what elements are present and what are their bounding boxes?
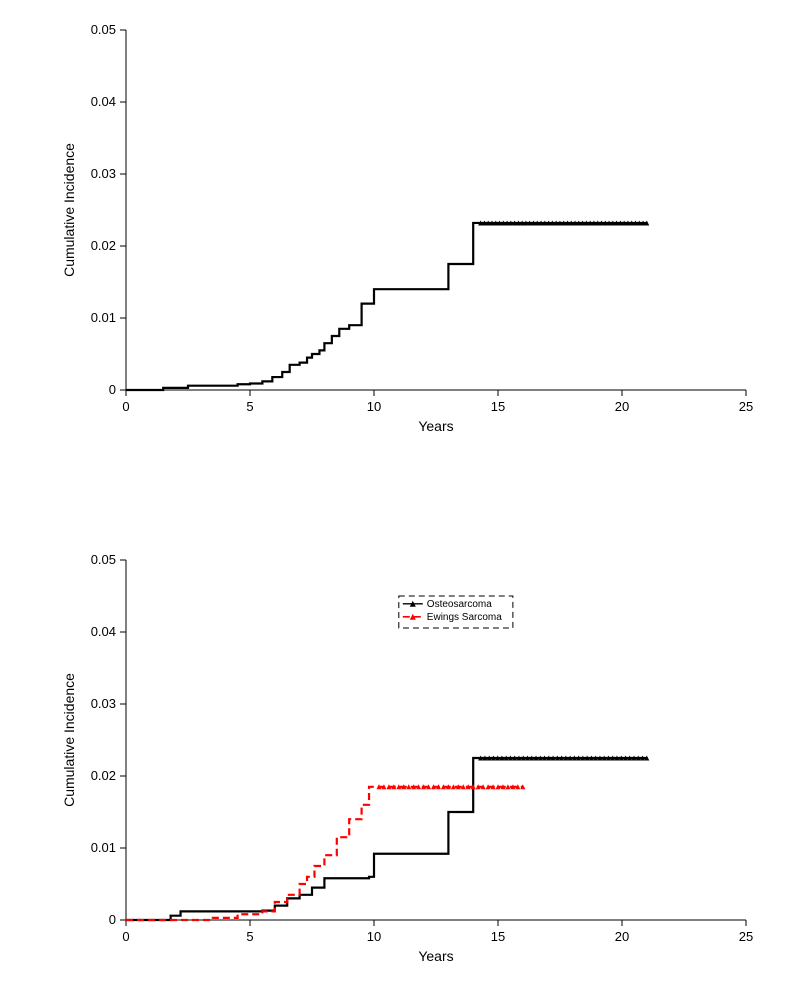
svg-text:15: 15 (491, 929, 505, 944)
legend-label: Ewings Sarcoma (427, 612, 502, 623)
svg-text:10: 10 (367, 929, 381, 944)
svg-text:20: 20 (615, 399, 629, 414)
svg-text:0.04: 0.04 (91, 624, 116, 639)
svg-text:0.01: 0.01 (91, 310, 116, 325)
svg-text:Years: Years (418, 948, 453, 964)
svg-text:0.05: 0.05 (91, 552, 116, 567)
svg-text:0.03: 0.03 (91, 696, 116, 711)
svg-text:0.05: 0.05 (91, 22, 116, 37)
svg-text:0.04: 0.04 (91, 94, 116, 109)
svg-text:10: 10 (367, 399, 381, 414)
svg-text:15: 15 (491, 399, 505, 414)
cumulative-incidence-chart-top: 0 5 10 15 20 25 Years 0 0.01 0.02 0.03 0.04 0.05 Cumu… (50, 10, 780, 440)
svg-text:0.02: 0.02 (91, 238, 116, 253)
page: { "layout": { "page_width": 800, "page_h… (0, 0, 800, 1003)
svg-text:0.03: 0.03 (91, 166, 116, 181)
svg-text:0: 0 (122, 929, 129, 944)
svg-text:25: 25 (739, 399, 753, 414)
svg-text:5: 5 (246, 929, 253, 944)
svg-text:0.01: 0.01 (91, 840, 116, 855)
svg-text:0: 0 (109, 382, 116, 397)
svg-text:5: 5 (246, 399, 253, 414)
cumulative-incidence-chart-bottom: 0 5 10 15 20 25 Years 0 0.01 0.02 0.03 0.04 0.05 Cumu… (50, 540, 780, 970)
svg-text:0: 0 (122, 399, 129, 414)
svg-text:20: 20 (615, 929, 629, 944)
svg-text:Cumulative Incidence: Cumulative Incidence (61, 673, 77, 807)
legend-label: Osteosarcoma (427, 599, 492, 610)
svg-text:0: 0 (109, 912, 116, 927)
svg-text:25: 25 (739, 929, 753, 944)
svg-text:Years: Years (418, 418, 453, 434)
svg-text:Cumulative Incidence: Cumulative Incidence (61, 143, 77, 277)
svg-text:0.02: 0.02 (91, 768, 116, 783)
